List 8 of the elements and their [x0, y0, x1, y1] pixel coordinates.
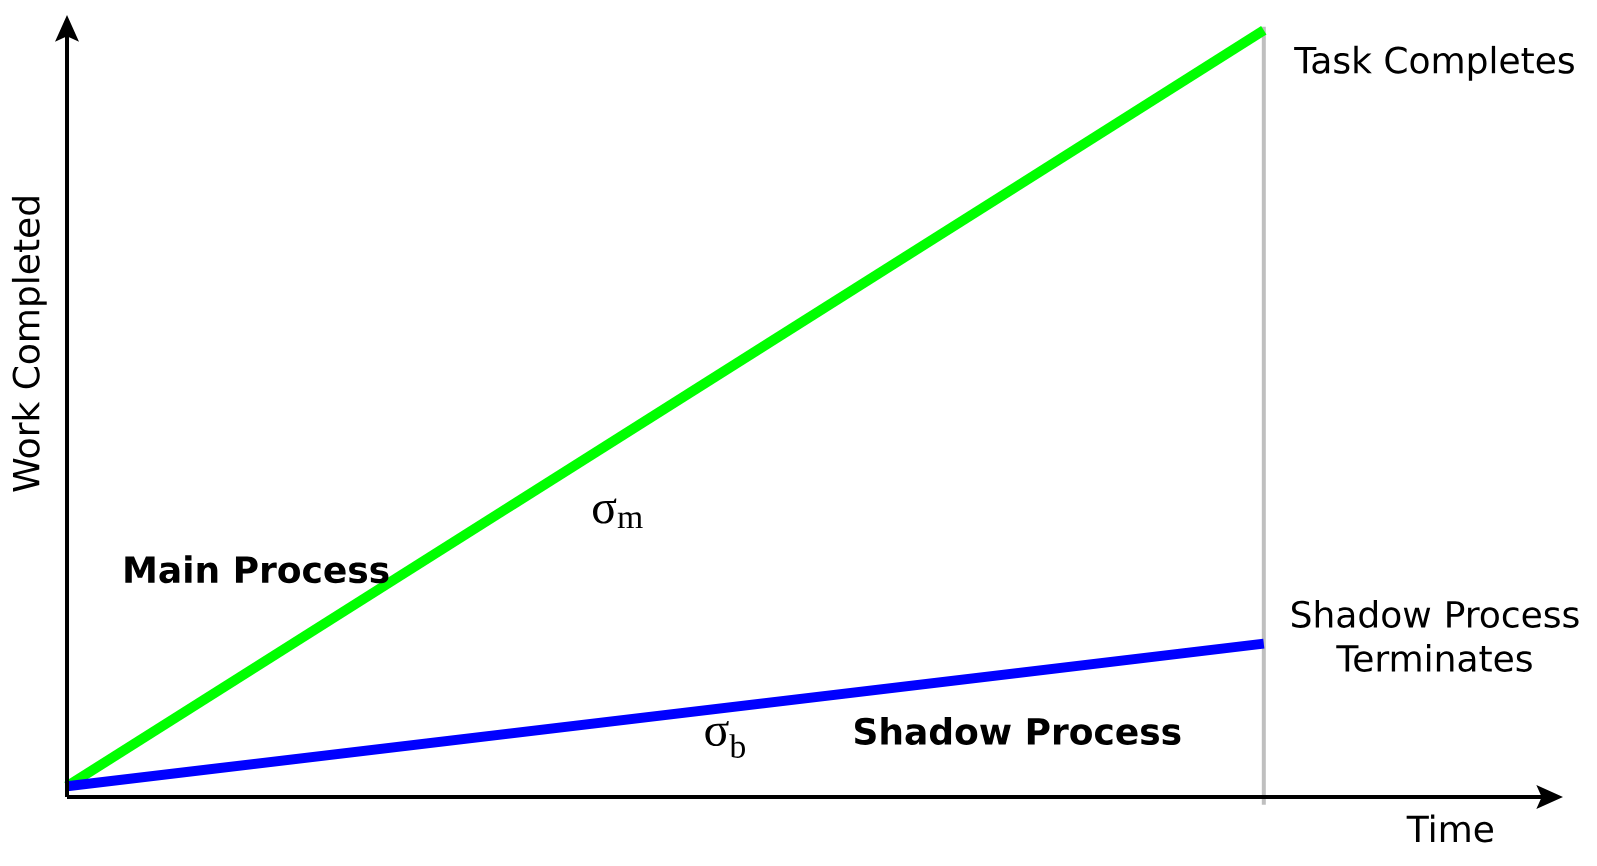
series-label: Shadow Process — [855, 717, 1181, 745]
x-axis-title: Time — [1406, 814, 1493, 843]
annotation: σ$_{m}$ — [593, 498, 643, 529]
series-label: Main Process — [125, 555, 389, 584]
annotation: σ$_{b}$ — [705, 721, 745, 758]
annotation: Task Completes — [1294, 45, 1574, 81]
y-axis-title: Work Completed — [11, 197, 47, 492]
annotation: Shadow Process Terminates — [1292, 600, 1579, 672]
